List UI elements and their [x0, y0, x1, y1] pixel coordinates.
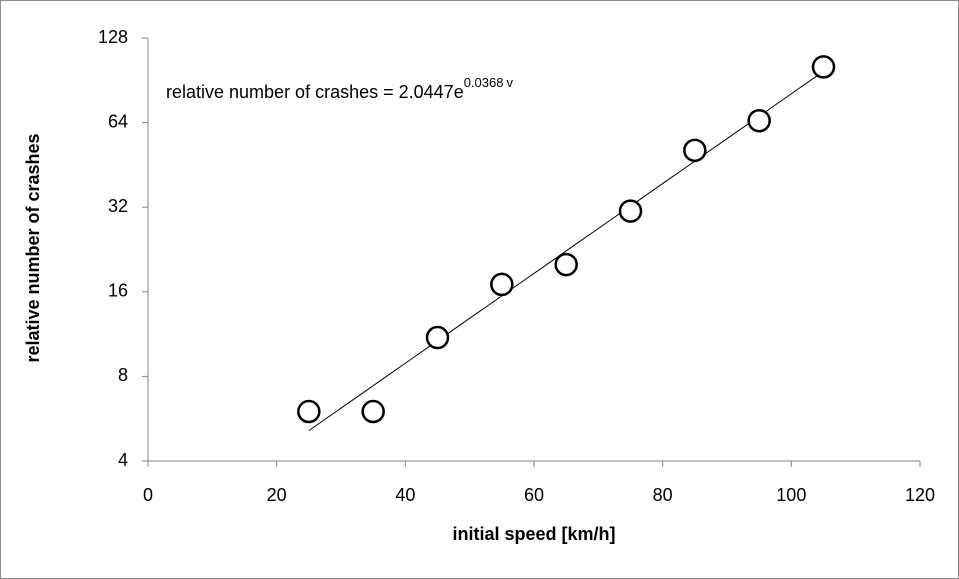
- x-axis-title: initial speed [km/h]: [452, 524, 615, 544]
- y-tick-label: 8: [118, 365, 128, 385]
- x-tick-label: 60: [524, 485, 544, 505]
- x-tick-label: 40: [395, 485, 415, 505]
- x-tick-label: 100: [776, 485, 806, 505]
- data-point: [618, 199, 643, 223]
- x-tick-label: 20: [267, 485, 287, 505]
- x-tick-label: 0: [143, 485, 153, 505]
- data-point: [361, 399, 385, 424]
- y-tick-label: 4: [118, 450, 128, 470]
- data-point: [683, 138, 707, 163]
- y-tick-label: 32: [108, 196, 128, 216]
- x-tick-label: 120: [905, 485, 935, 505]
- y-tick-label: 16: [108, 281, 128, 301]
- x-tick-label: 80: [653, 485, 673, 505]
- data-point: [747, 108, 771, 133]
- y-tick-label: 128: [98, 27, 128, 47]
- equation-base: e: [454, 82, 464, 102]
- y-axis-title: relative number of crashes: [23, 133, 43, 362]
- data-point: [554, 252, 578, 277]
- equation-variable: v: [506, 75, 513, 90]
- y-tick-label: 64: [108, 111, 128, 131]
- equation-exponent: 0.0368: [464, 75, 504, 90]
- data-point: [425, 325, 450, 350]
- trendline-equation: relative number of crashes = 2.0447e0.03…: [166, 75, 513, 101]
- equation-prefix: relative number of crashes =: [166, 82, 399, 102]
- data-point: [811, 55, 836, 79]
- data-point: [297, 399, 321, 424]
- data-point: [490, 272, 514, 297]
- trendline: [308, 70, 824, 432]
- equation-coefficient: 2.0447: [399, 82, 454, 102]
